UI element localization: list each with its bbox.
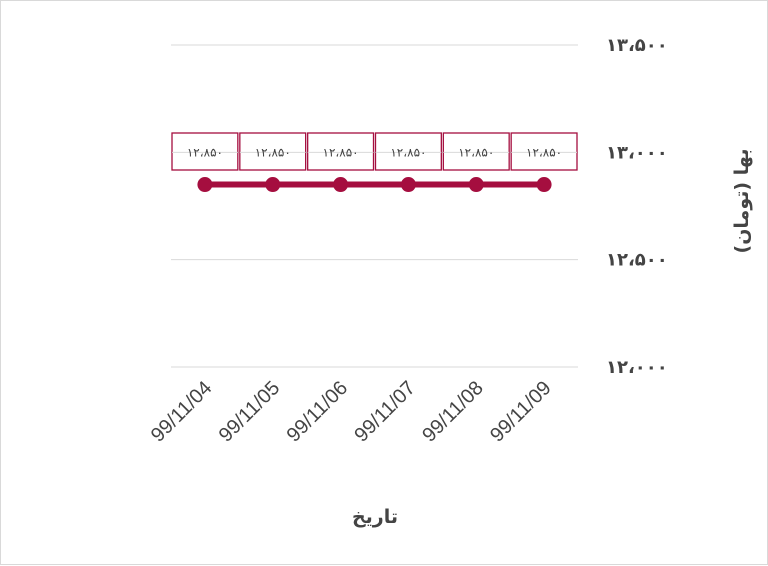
data-point <box>400 177 416 193</box>
data-label: ۱۲،۸۵۰ <box>307 132 375 171</box>
data-label-text: ۱۲،۸۵۰ <box>187 146 223 160</box>
data-label-text: ۱۲،۸۵۰ <box>390 146 426 160</box>
x-tick-label: 99/11/08 <box>418 377 488 447</box>
data-label: ۱۲،۸۵۰ <box>374 132 442 171</box>
data-label: ۱۲،۸۵۰ <box>239 132 307 171</box>
y-tick-label: ۱۳،۰۰۰ <box>606 142 668 163</box>
data-labels: ۱۲،۸۵۰ ۱۲،۸۵۰ ۱۲،۸۵۰ ۱۲،۸۵۰ ۱۲،۸۵۰ ۱۲،۸۵۰ <box>171 132 578 171</box>
data-label: ۱۲،۸۵۰ <box>510 132 578 171</box>
data-point <box>333 177 349 193</box>
series-layer <box>197 177 552 193</box>
y-tick-labels: ۱۲،۰۰۰ ۱۲،۵۰۰ ۱۳،۰۰۰ ۱۳،۵۰۰ <box>606 35 668 378</box>
x-axis-title: تاریخ <box>352 506 398 528</box>
x-tick-label: 99/11/09 <box>486 377 556 447</box>
data-point <box>536 177 552 193</box>
y-axis-title: بها (تومان) <box>731 149 753 254</box>
x-tick-labels: 99/11/0499/11/0599/11/0699/11/0799/11/08… <box>147 377 556 447</box>
data-point <box>265 177 281 193</box>
x-tick-label: 99/11/07 <box>350 377 420 447</box>
data-label-text: ۱۲،۸۵۰ <box>323 146 359 160</box>
data-label-text: ۱۲،۸۵۰ <box>255 146 291 160</box>
y-tick-label: ۱۲،۵۰۰ <box>606 250 668 271</box>
data-label: ۱۲،۸۵۰ <box>442 132 510 171</box>
data-label-text: ۱۲،۸۵۰ <box>526 146 562 160</box>
gridlines <box>171 44 578 368</box>
data-point <box>468 177 484 193</box>
y-tick-label: ۱۲،۰۰۰ <box>606 357 668 378</box>
data-point <box>197 177 213 193</box>
data-label: ۱۲،۸۵۰ <box>171 132 239 171</box>
x-tick-label: 99/11/06 <box>283 377 353 447</box>
data-label-text: ۱۲،۸۵۰ <box>458 146 494 160</box>
y-tick-label: ۱۳،۵۰۰ <box>606 35 668 56</box>
x-tick-label: 99/11/04 <box>147 377 217 447</box>
x-tick-label: 99/11/05 <box>215 377 285 447</box>
